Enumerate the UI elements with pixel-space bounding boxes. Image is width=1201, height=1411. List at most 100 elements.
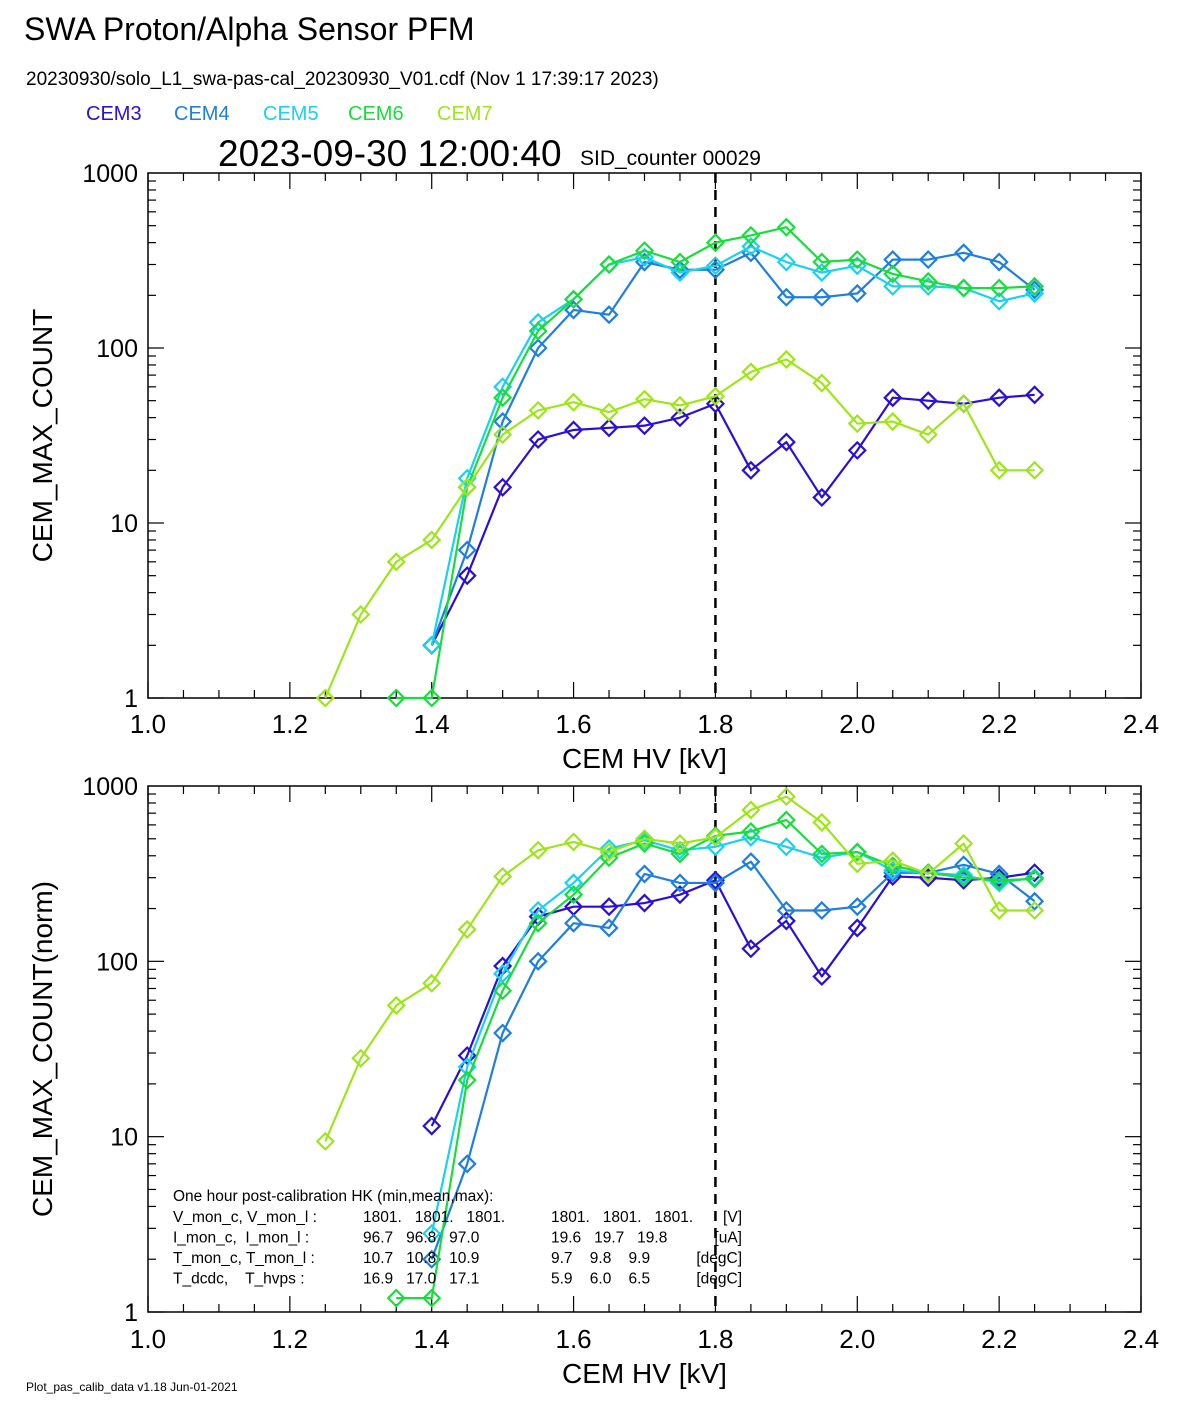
data-point-cem3 xyxy=(989,868,1009,888)
data-point-cem7 xyxy=(634,389,655,409)
data-point-cem6 xyxy=(954,278,974,298)
series-cem5 xyxy=(422,827,1045,1244)
data-point-cem4 xyxy=(705,873,725,893)
data-point-cem7 xyxy=(1025,900,1045,921)
legend-item-cem6: CEM6 xyxy=(348,103,404,125)
x-tick-label: 1.2 xyxy=(272,709,308,739)
data-point-cem6 xyxy=(386,1288,406,1308)
file-info-line: 20230930/solo_L1_swa-pas-cal_20230930_V0… xyxy=(26,69,659,90)
data-point-cem7 xyxy=(351,1048,371,1068)
data-point-cem7 xyxy=(812,373,832,393)
data-point-cem7 xyxy=(564,832,584,852)
hk-title: One hour post-calibration HK (min,mean,m… xyxy=(173,1188,493,1205)
x-axis-label: CEM HV [kV] xyxy=(562,743,727,774)
hk-row-unit: [V] xyxy=(723,1209,742,1226)
data-point-cem6 xyxy=(670,844,690,864)
data-point-cem4 xyxy=(457,1154,477,1174)
data-point-cem7 xyxy=(670,833,690,854)
data-point-cem6 xyxy=(812,844,832,864)
y-axis-label: CEM_MAX_COUNT xyxy=(27,309,58,563)
data-point-cem5 xyxy=(1025,283,1045,303)
timestamp-label: 2023-09-30 12:00:40 xyxy=(218,133,562,174)
data-point-cem4 xyxy=(493,1023,513,1043)
data-point-cem6 xyxy=(812,252,832,272)
data-point-cem6 xyxy=(1025,869,1045,889)
data-point-cem3 xyxy=(847,918,867,938)
series-line-cem3 xyxy=(430,393,1035,646)
series-line-cem3 xyxy=(430,871,1035,1127)
data-point-cem3 xyxy=(634,416,655,436)
series-cem5 xyxy=(422,236,1045,655)
data-point-cem5 xyxy=(883,276,903,296)
figure-title: SWA Proton/Alpha Sensor PFM xyxy=(24,11,475,47)
data-point-cem6 xyxy=(493,981,513,1001)
x-tick-label: 2.0 xyxy=(839,709,875,739)
data-point-cem7 xyxy=(457,477,477,497)
data-point-cem5 xyxy=(564,873,584,893)
data-point-cem6 xyxy=(847,842,867,862)
data-point-cem6 xyxy=(989,870,1009,890)
data-point-cem4 xyxy=(954,855,974,875)
data-point-cem4 xyxy=(564,300,584,320)
data-point-cem7 xyxy=(918,864,938,884)
data-point-cem6 xyxy=(741,225,761,245)
y-tick-label: 1000 xyxy=(82,160,138,188)
data-point-cem5 xyxy=(705,837,725,857)
series-cem3 xyxy=(422,863,1045,1136)
series-line-cem4 xyxy=(430,860,1036,1260)
hk-info-box: One hour post-calibration HK (min,mean,m… xyxy=(173,1188,742,1288)
data-point-cem4 xyxy=(883,250,903,270)
data-point-cem7 xyxy=(847,854,867,874)
data-point-cem4 xyxy=(847,283,867,303)
data-point-cem6 xyxy=(564,885,584,905)
data-point-cem3 xyxy=(705,870,725,890)
series-line-cem7 xyxy=(324,795,1035,1142)
data-point-cem5 xyxy=(776,252,796,272)
data-point-cem7 xyxy=(670,395,690,415)
data-point-cem3 xyxy=(776,432,796,452)
data-point-cem4 xyxy=(528,951,548,971)
x-tick-label: 1.0 xyxy=(130,709,166,739)
data-point-cem5 xyxy=(493,377,513,397)
data-point-cem6 xyxy=(599,254,619,275)
data-point-cem6 xyxy=(493,388,513,408)
data-point-cem5 xyxy=(812,262,832,283)
x-axis-label: CEM HV [kV] xyxy=(562,1358,727,1389)
data-point-cem7 xyxy=(528,840,548,860)
data-point-cem3 xyxy=(741,460,761,480)
data-point-cem4 xyxy=(847,897,867,917)
y-tick-label: 1000 xyxy=(82,773,138,801)
data-point-cem4 xyxy=(670,873,690,893)
x-tick-label: 2.4 xyxy=(1123,1324,1159,1354)
data-point-cem6 xyxy=(457,1070,477,1090)
data-point-cem4 xyxy=(528,338,548,358)
y-tick-label: 10 xyxy=(110,510,138,538)
data-point-cem5 xyxy=(705,256,725,276)
data-point-cem7 xyxy=(493,425,513,445)
y-tick-label: 1 xyxy=(124,685,138,713)
data-point-cem3 xyxy=(422,1116,442,1136)
data-point-cem5 xyxy=(741,236,761,257)
data-point-cem7 xyxy=(457,919,477,940)
data-point-cem6 xyxy=(918,271,938,292)
x-tick-label: 1.6 xyxy=(555,709,591,739)
bottom-chart: 1.0 1.2 1.4 1.6 1.8 2.0 2.2 2.4 1 10 100 1000 CEM HV… xyxy=(27,773,1159,1389)
x-tick-label: 2.2 xyxy=(981,709,1017,739)
legend-item-cem3: CEM3 xyxy=(86,103,142,125)
series-line-cem5 xyxy=(430,836,1035,1234)
x-tick-label: 1.0 xyxy=(130,1324,166,1354)
data-point-cem4 xyxy=(1025,891,1045,911)
series-line-cem7 xyxy=(324,358,1035,699)
series-cem3 xyxy=(422,385,1045,655)
hk-row-values-b: 9.7 9.8 9.9 xyxy=(551,1250,650,1267)
data-point-cem3 xyxy=(812,487,832,507)
data-point-cem5 xyxy=(422,1224,442,1244)
data-point-cem4 xyxy=(776,900,796,921)
data-point-cem3 xyxy=(883,388,903,408)
data-point-cem6 xyxy=(386,688,406,708)
data-point-cem4 xyxy=(493,411,513,432)
data-point-cem4 xyxy=(776,287,796,307)
hk-row-values-a: 10.7 10.8 10.9 xyxy=(363,1250,479,1267)
data-point-cem6 xyxy=(422,1288,442,1308)
data-point-cem7 xyxy=(989,900,1009,921)
